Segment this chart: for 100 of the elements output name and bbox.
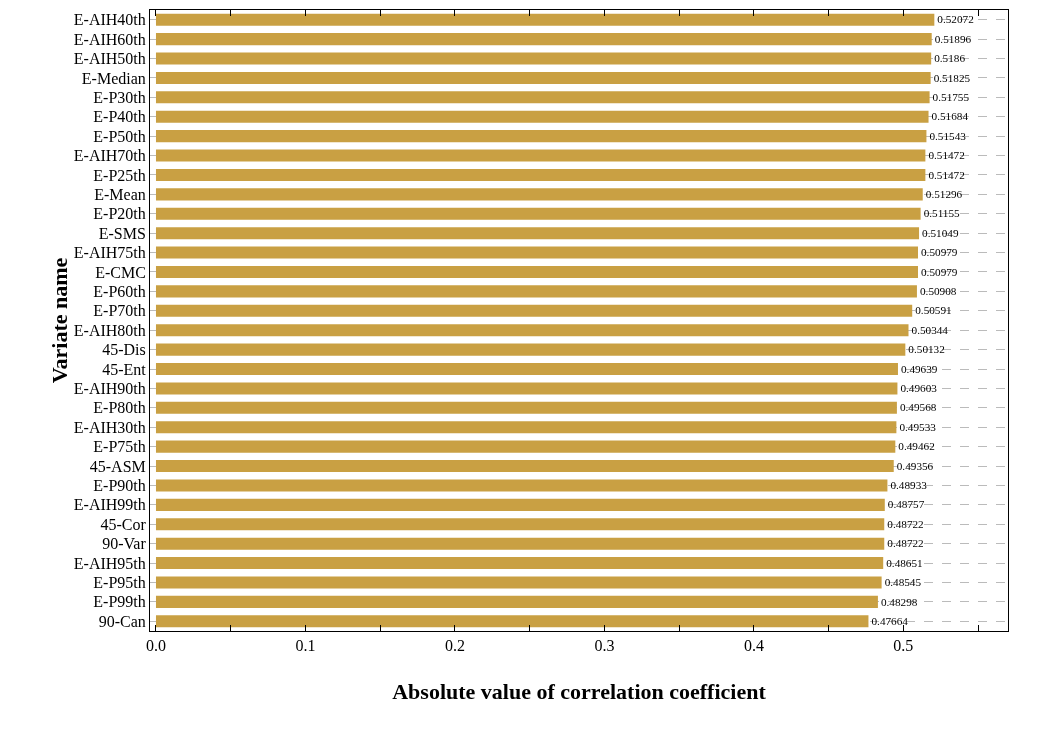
bar: [155, 13, 935, 26]
data-label: 0.50908: [919, 285, 957, 297]
bar: [155, 401, 897, 414]
data-label: 0.51543: [929, 129, 967, 142]
bar: [155, 265, 918, 278]
y-tick-label: E-P50th: [93, 127, 146, 145]
y-tick-label: E-AIH70th: [73, 147, 146, 165]
data-label: 0.51049: [922, 226, 959, 239]
x-tick-label: 0.5: [893, 637, 914, 655]
data-label: 0.51684: [931, 110, 969, 123]
bar: [155, 168, 926, 181]
data-label: 0.50979: [921, 246, 958, 259]
data-label: 0.51155: [923, 207, 961, 220]
data-label: 0.49639: [900, 362, 938, 375]
bar: [155, 285, 917, 298]
data-label: 0.51472: [928, 149, 965, 162]
bar: [155, 537, 885, 550]
bar: [155, 518, 885, 531]
y-tick-label: E-AIH30th: [73, 418, 146, 436]
data-label: 0.5186: [934, 52, 966, 65]
y-tick-label: E-AIH40th: [73, 11, 146, 29]
bar: [155, 33, 932, 46]
y-tick-label: E-CMC: [95, 263, 146, 281]
data-label: 0.48651: [886, 556, 923, 569]
y-tick-label: E-AIH50th: [73, 50, 146, 68]
y-tick-label: E-AIH95th: [73, 554, 146, 572]
y-tick-label: E-AIH80th: [73, 321, 146, 339]
y-tick-label: E-P80th: [93, 399, 146, 417]
y-tick-label: E-AIH75th: [73, 244, 146, 262]
data-label: 0.49356: [896, 459, 934, 472]
bar: [155, 615, 869, 628]
y-tick-label: 45-ASM: [89, 457, 146, 475]
data-label: 0.48722: [887, 537, 924, 550]
y-tick-label: E-P25th: [93, 166, 146, 184]
y-tick-label: E-P75th: [93, 438, 146, 456]
data-label: 0.51472: [928, 168, 965, 181]
bar: [155, 498, 885, 511]
data-label: 0.47664: [871, 614, 909, 627]
y-tick-label: 45-Dis: [102, 341, 146, 359]
bar: [155, 246, 918, 259]
y-tick-label: E-P95th: [93, 574, 146, 592]
bar: [155, 304, 913, 317]
bar: [155, 479, 888, 492]
data-label: 0.49462: [898, 440, 935, 453]
bar: [155, 130, 927, 143]
data-label: 0.50979: [921, 265, 958, 278]
data-label: 0.50344: [911, 323, 949, 336]
y-tick-label: E-P90th: [93, 477, 146, 495]
data-label: 0.51755: [932, 90, 970, 103]
x-tick-label: 0.1: [295, 637, 316, 655]
y-tick-label: E-P30th: [93, 88, 146, 106]
data-label: 0.50591: [915, 304, 952, 317]
y-tick-label: 45-Ent: [102, 360, 147, 378]
y-tick-label: E-AIH99th: [73, 496, 146, 514]
data-label: 0.50132: [908, 343, 945, 356]
data-label: 0.51896: [934, 32, 972, 45]
bar: [155, 324, 909, 337]
y-tick-label: E-AIH60th: [73, 30, 146, 48]
bar: [155, 91, 930, 104]
bar: [155, 149, 926, 162]
data-label: 0.48545: [884, 576, 922, 589]
bar: [155, 421, 897, 434]
data-label: 0.48722: [887, 517, 924, 530]
data-label: 0.51296: [925, 187, 963, 200]
y-tick-label: E-P40th: [93, 108, 146, 126]
x-tick-label: 0.0: [145, 637, 166, 655]
bar: [155, 576, 882, 589]
bar: [155, 227, 920, 240]
bar: [155, 595, 878, 608]
bar: [155, 207, 921, 220]
data-label: 0.48933: [890, 479, 928, 492]
bar: [155, 188, 923, 201]
data-label: 0.49533: [899, 420, 937, 433]
data-label: 0.49603: [900, 382, 938, 395]
y-tick-label: 90-Can: [98, 612, 146, 630]
y-tick-label: E-P70th: [93, 302, 146, 320]
bar: [155, 557, 884, 570]
y-tick-label: E-Mean: [94, 185, 146, 203]
bar: [155, 110, 929, 123]
data-label: 0.51825: [933, 71, 971, 84]
x-tick-label: 0.4: [743, 637, 764, 655]
data-label: 0.49568: [899, 401, 937, 414]
bar: [155, 440, 896, 453]
y-tick-label: E-P20th: [93, 205, 146, 223]
y-tick-label: E-P60th: [93, 282, 146, 300]
x-tick-label: 0.3: [594, 637, 615, 655]
bar: [155, 460, 894, 473]
y-tick-label: E-P99th: [93, 593, 146, 611]
x-axis-title: Absolute value of correlation coefficient: [392, 679, 767, 705]
data-label: 0.52072: [937, 13, 974, 26]
data-label: 0.48757: [887, 498, 925, 511]
bar: [155, 52, 932, 65]
bar: [155, 343, 906, 356]
bar: [155, 71, 931, 84]
y-tick-label: E-AIH90th: [73, 380, 146, 398]
data-label: 0.48298: [880, 595, 918, 608]
y-tick-label: E-SMS: [98, 224, 146, 242]
y-tick-label: E-Median: [81, 69, 146, 87]
bar: [155, 382, 898, 395]
y-tick-label: 90-Var: [102, 535, 147, 553]
